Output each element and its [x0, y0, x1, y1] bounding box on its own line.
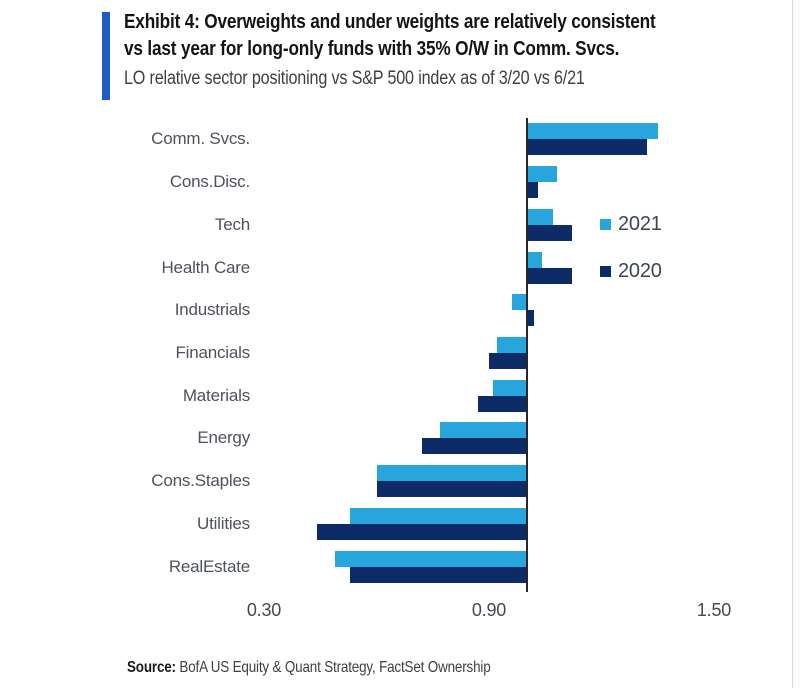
legend-swatch-2021: [600, 218, 611, 230]
page-edge-divider: [792, 0, 793, 688]
category-label-energy: Energy: [197, 428, 250, 448]
bar-2021-energy: [440, 422, 527, 439]
bar-2021-realestate: [335, 550, 527, 567]
bar-2021-tech: [526, 208, 553, 225]
bar-2020-financials: [489, 353, 527, 369]
bar-2021-utilities: [350, 507, 527, 524]
bar-2020-cons-disc: [526, 182, 538, 199]
category-label-realestate: RealEstate: [168, 556, 250, 576]
bar-2020-cons-staples: [376, 481, 527, 498]
source-text: BofA US Equity & Quant Strategy, FactSet…: [175, 659, 491, 676]
x-tick-label-0.90: 0.90: [471, 600, 507, 620]
category-label-tech: Tech: [214, 214, 250, 234]
x-tick-label-1.50: 1.50: [696, 600, 732, 620]
legend-item-2021: 2021: [600, 213, 662, 235]
legend-label-2020: 2020: [618, 259, 662, 282]
category-label-cons-staples: Cons.Staples: [151, 471, 250, 491]
source-line: Source: BofA US Equity & Quant Strategy,…: [127, 659, 491, 677]
legend-swatch-2020: [600, 265, 611, 277]
bar-2020-realestate: [350, 566, 527, 583]
bar-2020-materials: [477, 395, 527, 412]
exhibit-header: Exhibit 4: Overweights and under weights…: [124, 9, 742, 91]
category-label-health-care: Health Care: [161, 257, 250, 277]
page-edge-strip: [793, 0, 800, 688]
category-label-utilities: Utilities: [197, 513, 250, 533]
bar-2020-comm-svcs: [526, 139, 647, 156]
axis-baseline: [525, 118, 528, 592]
chart-subtitle: LO relative sector positioning vs S&P 50…: [124, 68, 585, 89]
bar-2020-tech: [526, 224, 572, 241]
bar-2020-health-care: [526, 267, 572, 284]
legend-label-2021: 2021: [618, 212, 662, 235]
bar-2020-industrials: [526, 310, 534, 327]
title-accent-bar: [102, 12, 110, 100]
legend-item-2020: 2020: [600, 260, 662, 282]
category-label-cons-disc: Cons.Disc.: [169, 172, 250, 192]
bar-2021-health-care: [526, 251, 542, 268]
exhibit-title-line2: vs last year for long-only funds with 35…: [124, 38, 620, 60]
category-label-materials: Materials: [182, 385, 250, 405]
bar-2020-utilities: [316, 523, 527, 540]
category-label-industrials: Industrials: [174, 300, 250, 320]
category-label-financials: Financials: [175, 343, 250, 362]
category-label-comm-svcs: Comm. Svcs.: [151, 129, 250, 149]
bar-2021-cons-staples: [376, 465, 527, 482]
bar-2021-financials: [496, 337, 527, 353]
source-label: Source:: [127, 659, 176, 676]
bar-2020-energy: [421, 438, 527, 455]
bar-2021-industrials: [511, 294, 527, 311]
bar-2021-materials: [492, 379, 527, 396]
exhibit-title-line1: Exhibit 4: Overweights and under weights…: [124, 11, 656, 33]
bar-2021-comm-svcs: [526, 123, 658, 140]
x-tick-label-0.30: 0.30: [246, 600, 282, 620]
bar-2021-cons-disc: [526, 166, 557, 183]
